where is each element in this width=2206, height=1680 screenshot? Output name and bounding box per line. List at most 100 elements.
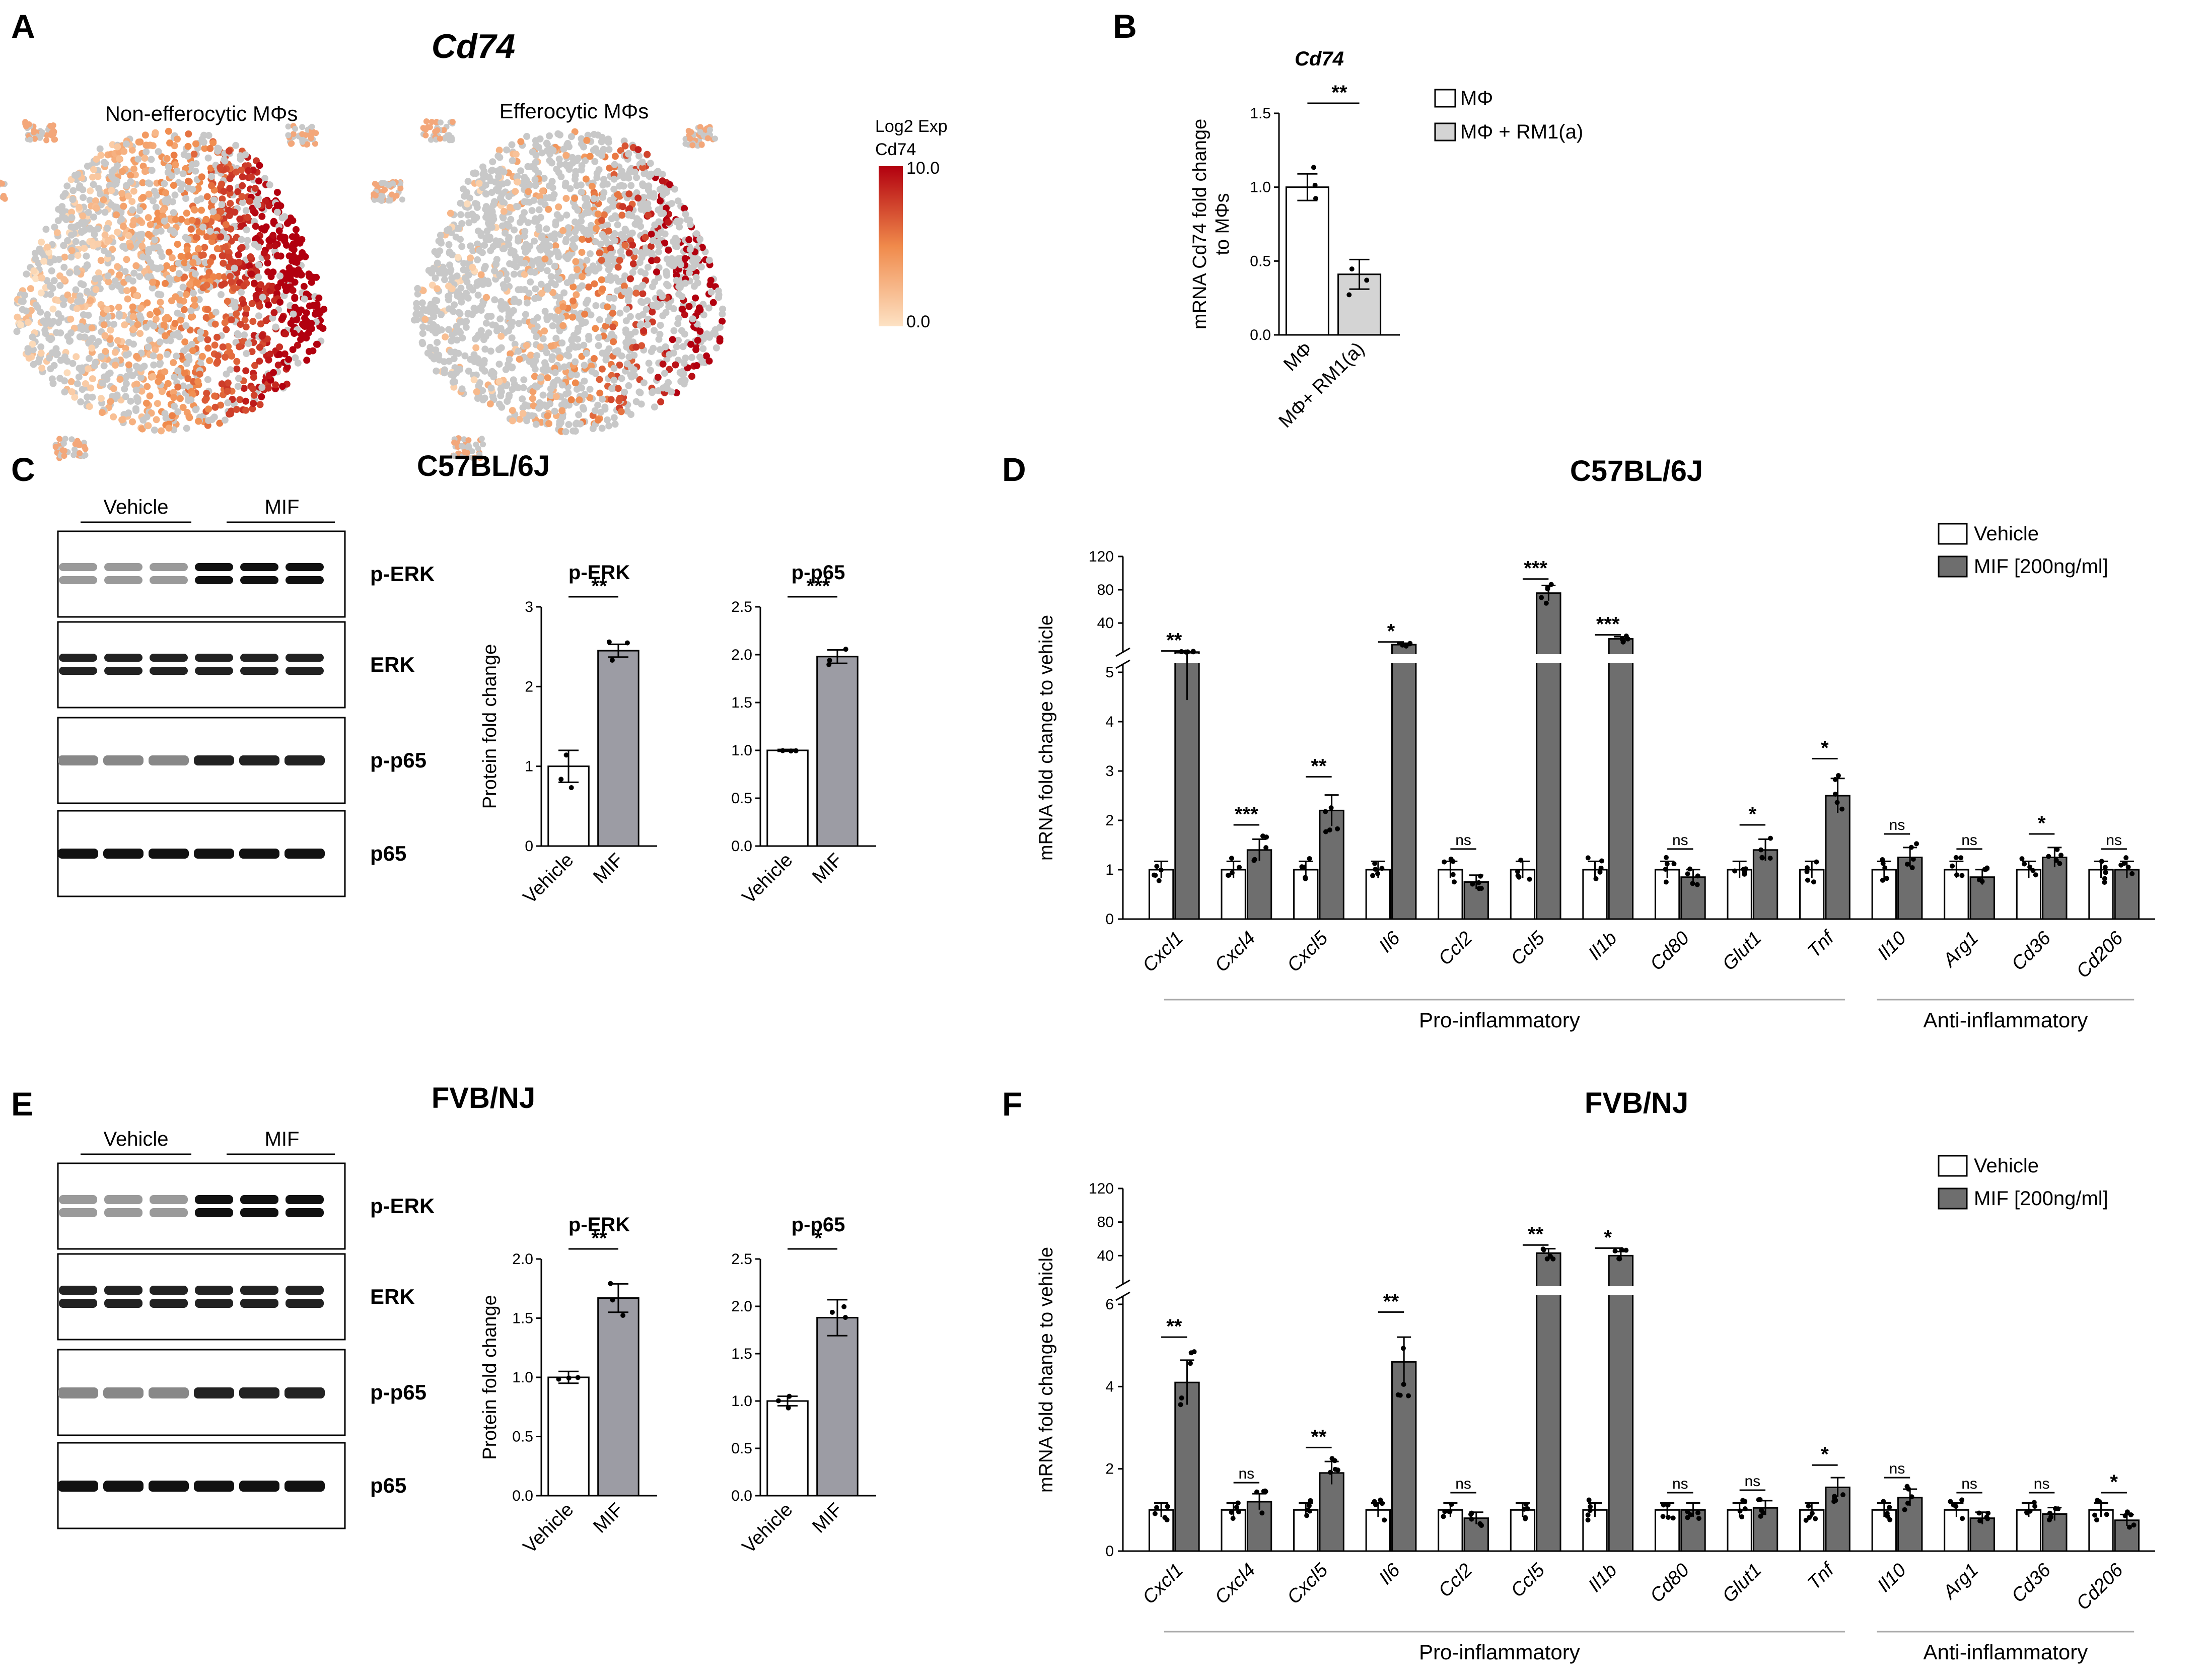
- umap-cell: [474, 256, 481, 263]
- y-tick-label: 1.5: [731, 694, 752, 711]
- umap-cell: [307, 272, 314, 280]
- umap-cell: [640, 379, 648, 387]
- blot-label: ERK: [370, 1285, 415, 1308]
- umap-cell: [96, 274, 103, 282]
- umap-cell: [662, 343, 669, 351]
- umap-cell: [453, 336, 461, 344]
- umap-cell: [536, 399, 543, 406]
- umap-cell: [153, 416, 160, 424]
- y-tick-label: 2.0: [731, 647, 752, 663]
- umap-cell: [630, 352, 638, 359]
- umap-cell: [169, 265, 177, 272]
- umap-cell: [82, 446, 89, 452]
- gene-label: Arg1: [1939, 1560, 1983, 1604]
- umap-cell: [217, 208, 225, 216]
- umap-cell: [134, 398, 141, 405]
- umap-cell: [240, 282, 248, 290]
- umap-cell: [48, 349, 56, 357]
- umap-cell: [499, 198, 507, 205]
- umap-cell: [38, 274, 45, 282]
- umap-cell: [204, 336, 211, 343]
- umap-cell: [413, 300, 420, 307]
- umap-cell: [602, 238, 610, 245]
- data-point: [1685, 871, 1690, 877]
- umap-cell: [152, 203, 160, 211]
- umap-cell: [287, 320, 295, 327]
- umap-cell: [448, 134, 455, 141]
- umap-cell: [118, 190, 126, 197]
- umap-cell: [235, 251, 242, 258]
- umap-cell: [559, 322, 567, 329]
- umap-cell: [147, 320, 154, 327]
- data-point: [1587, 1508, 1593, 1513]
- umap-cell: [477, 307, 485, 314]
- umap-cell: [239, 182, 246, 189]
- umap-cell: [199, 251, 207, 259]
- umap-cell: [210, 196, 218, 204]
- y-tick-label: 0.5: [512, 1429, 533, 1445]
- umap-cell: [681, 255, 689, 262]
- umap-cell: [599, 285, 606, 293]
- umap-cell: [143, 413, 151, 421]
- umap-cell: [132, 262, 140, 269]
- umap-cell: [88, 324, 96, 332]
- umap-cell: [48, 335, 55, 342]
- umap-cell: [628, 229, 636, 237]
- umap-cell: [540, 175, 548, 182]
- bar: [597, 650, 639, 847]
- umap-cell: [647, 367, 654, 374]
- umap-cell: [578, 140, 585, 148]
- umap-cell: [568, 371, 576, 379]
- umap-cell: [165, 127, 172, 135]
- band: [59, 667, 97, 675]
- umap-cell: [585, 236, 592, 243]
- umap-cell: [127, 243, 134, 250]
- umap-cell: [644, 321, 651, 328]
- umap-cell: [488, 189, 495, 196]
- umap-cell: [37, 349, 45, 357]
- umap-cell: [529, 388, 537, 395]
- umap-cell: [113, 391, 121, 399]
- umap-cell: [151, 236, 159, 244]
- umap-cell: [467, 356, 474, 363]
- umap-non-efferocytic: [0, 119, 328, 461]
- umap-cell: [592, 325, 599, 332]
- umap-cell: [631, 372, 638, 379]
- group-label: Vehicle: [104, 1128, 169, 1150]
- umap-cell: [692, 346, 700, 354]
- umap-cell: [85, 365, 92, 373]
- data-point: [1694, 882, 1700, 887]
- umap-cell: [161, 218, 168, 225]
- umap-cell: [161, 180, 168, 187]
- data-point: [1346, 292, 1352, 298]
- umap-cell: [429, 119, 435, 125]
- data-point: [1732, 868, 1738, 874]
- band: [239, 1387, 279, 1398]
- umap-cell: [393, 192, 400, 199]
- umap-cell: [223, 234, 230, 242]
- umap-cell: [510, 270, 518, 278]
- data-point: [620, 1312, 626, 1318]
- gene-label: Il1b: [1585, 1560, 1621, 1596]
- umap-cell: [488, 167, 495, 175]
- umap-cell: [455, 225, 462, 232]
- umap-cell: [139, 194, 147, 201]
- band: [284, 755, 325, 765]
- data-point: [1236, 1509, 1241, 1515]
- umap-cell: [461, 352, 469, 360]
- umap-cell: [589, 425, 597, 433]
- y-tick-label: 0: [1105, 1543, 1114, 1560]
- umap-cell: [181, 259, 188, 266]
- umap-cell: [250, 374, 257, 381]
- umap-cell: [525, 290, 533, 297]
- y-tick-label: 0.5: [731, 790, 752, 807]
- data-point: [1229, 856, 1234, 861]
- umap-cell: [467, 254, 474, 262]
- umap-cell: [551, 369, 559, 376]
- umap-cell: [546, 400, 554, 407]
- umap-cell: [585, 283, 592, 291]
- umap-cell: [644, 297, 651, 305]
- umap-cell: [653, 256, 661, 264]
- umap-cell: [273, 201, 281, 209]
- umap-cell: [473, 214, 480, 221]
